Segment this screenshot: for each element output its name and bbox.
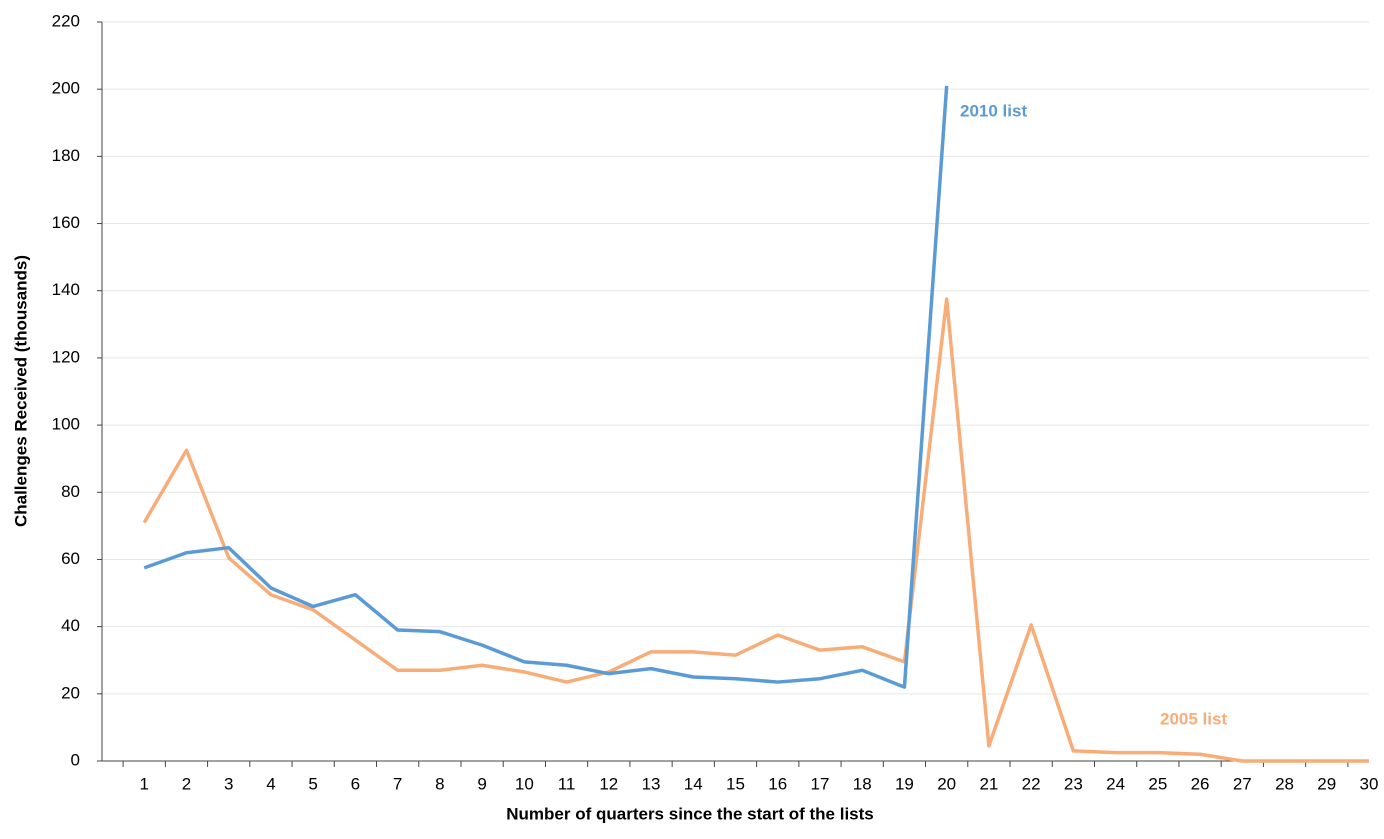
- x-tick-label: 11: [558, 774, 576, 793]
- x-axis-title: Number of quarters since the start of th…: [506, 804, 873, 823]
- y-tick-label: 60: [61, 549, 80, 568]
- y-tick-label: 140: [52, 280, 80, 299]
- x-tick-label: 12: [599, 774, 618, 793]
- y-tick-label: 40: [61, 616, 80, 635]
- y-tick-label: 200: [52, 79, 80, 98]
- x-tick-label: 3: [224, 774, 233, 793]
- x-tick-label: 29: [1317, 774, 1336, 793]
- y-tick-label: 180: [52, 146, 80, 165]
- x-tick-label: 25: [1148, 774, 1167, 793]
- x-tick-label: 30: [1360, 774, 1379, 793]
- x-tick-label: 4: [266, 774, 275, 793]
- series-label: 2005 list: [1160, 709, 1227, 728]
- series-line: [143, 85, 949, 689]
- series-line: [142, 297, 1369, 763]
- x-tick-label: 1: [139, 774, 148, 793]
- y-tick-label: 80: [61, 482, 80, 501]
- x-tick-label: 15: [726, 774, 745, 793]
- x-tick-label: 6: [351, 774, 360, 793]
- y-tick-label: 160: [52, 213, 80, 232]
- x-tick-label: 27: [1233, 774, 1252, 793]
- y-tick-label: 120: [52, 347, 80, 366]
- y-tick-label: 100: [52, 415, 80, 434]
- x-tick-label: 13: [642, 774, 661, 793]
- x-tick-label: 17: [811, 774, 830, 793]
- y-tick-label: 0: [71, 750, 80, 769]
- x-tick-label: 26: [1191, 774, 1210, 793]
- x-tick-label: 5: [308, 774, 317, 793]
- x-tick-label: 16: [768, 774, 787, 793]
- x-tick-label: 22: [1022, 774, 1041, 793]
- x-tick-label: 20: [937, 774, 956, 793]
- x-tick-label: 7: [393, 774, 402, 793]
- x-tick-label: 28: [1275, 774, 1294, 793]
- x-tick-label: 21: [979, 774, 998, 793]
- x-tick-label: 14: [684, 774, 703, 793]
- x-tick-label: 18: [853, 774, 872, 793]
- x-tick-label: 24: [1106, 774, 1125, 793]
- x-tick-label: 19: [895, 774, 914, 793]
- y-tick-label: 220: [52, 11, 80, 30]
- x-tick-label: 2: [182, 774, 191, 793]
- y-axis-title: Challenges Received (thousands): [11, 255, 30, 527]
- x-tick-label: 10: [515, 774, 534, 793]
- x-tick-label: 23: [1064, 774, 1083, 793]
- y-tick-label: 20: [61, 683, 80, 702]
- series-label: 2010 list: [960, 101, 1027, 120]
- x-tick-label: 9: [477, 774, 486, 793]
- x-tick-label: 8: [435, 774, 444, 793]
